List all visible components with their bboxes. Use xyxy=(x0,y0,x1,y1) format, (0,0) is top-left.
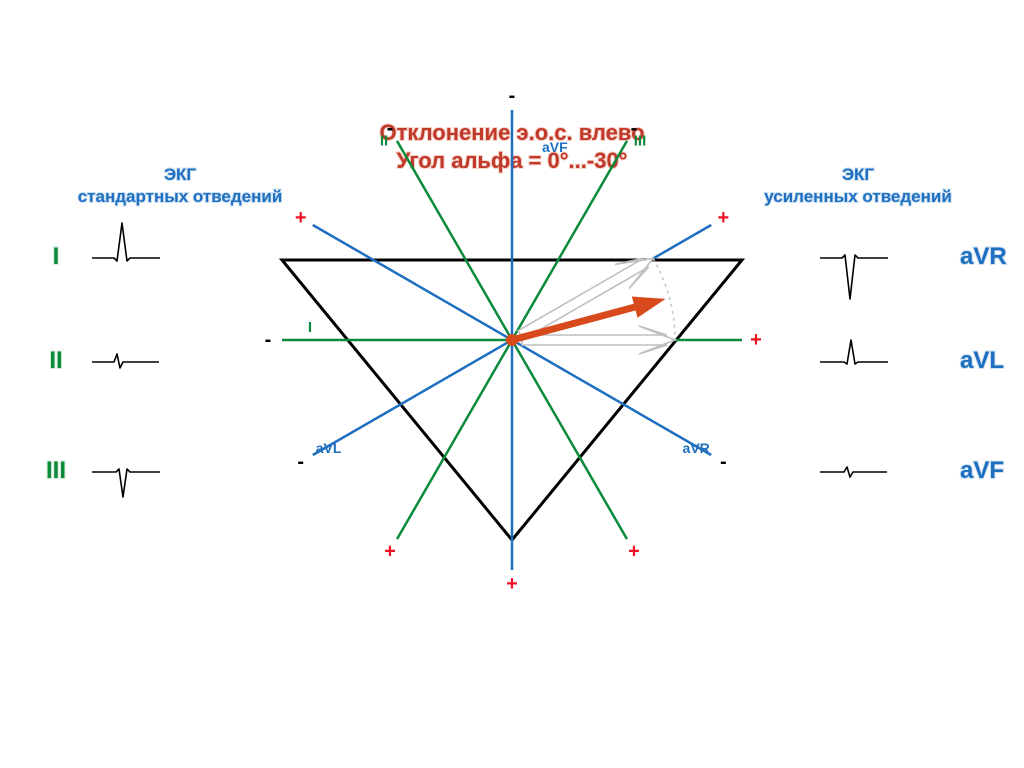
ecg-waveform xyxy=(92,223,160,261)
minus-sign: - xyxy=(720,451,727,473)
ecg-waveform xyxy=(820,467,887,477)
label-aVL: aVL xyxy=(960,347,1004,374)
ecg-waveform xyxy=(820,340,888,364)
plus-sign: + xyxy=(384,540,396,562)
plus-sign: + xyxy=(295,207,307,229)
right-head-1: ЭКГ xyxy=(842,165,874,184)
minus-sign: - xyxy=(509,85,516,107)
label-III: III xyxy=(46,457,66,484)
minus-sign: - xyxy=(297,451,304,473)
label-aVR: aVR xyxy=(960,243,1007,270)
label-III-neg: III xyxy=(634,132,647,149)
left-head-1: ЭКГ xyxy=(164,165,196,184)
label-I-neg: I xyxy=(308,319,312,336)
plus-sign: + xyxy=(717,207,729,229)
ecg-waveform xyxy=(92,354,159,368)
left-head-2: стандартных отведений xyxy=(78,187,283,206)
label-I: I xyxy=(53,243,60,270)
label-aVR-neg: aVR xyxy=(683,440,710,456)
ecg-waveform xyxy=(92,469,160,497)
label-aVF: aVF xyxy=(960,457,1004,484)
minus-sign: - xyxy=(265,329,272,351)
plus-sign: + xyxy=(506,573,518,595)
right-head-2: усиленных отведений xyxy=(764,187,952,206)
ecg-waveform xyxy=(820,255,888,299)
plus-sign: + xyxy=(628,540,640,562)
label-II-neg: II xyxy=(380,132,388,149)
label-aVL-neg: aVL xyxy=(316,440,342,456)
label-aVF-neg: aVF xyxy=(542,139,568,155)
mean-vector-head xyxy=(632,297,666,318)
plus-sign: + xyxy=(750,329,762,351)
label-II: II xyxy=(49,347,62,374)
